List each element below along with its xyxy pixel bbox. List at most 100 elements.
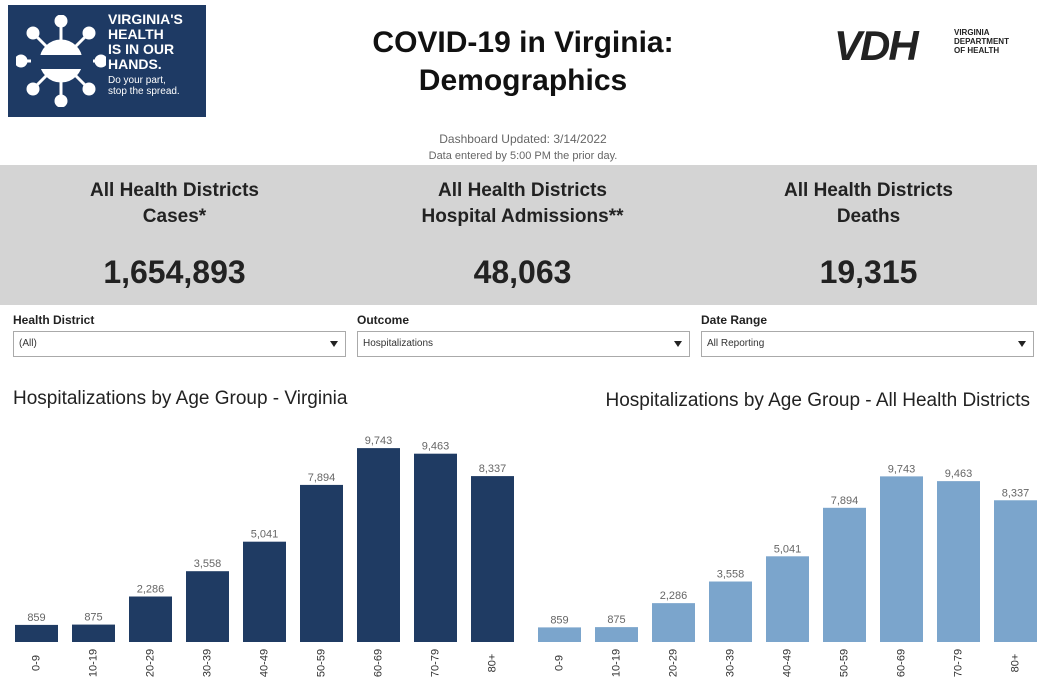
filter: Health District (All) [13, 313, 346, 357]
data-label: 875 [607, 614, 625, 626]
data-label: 9,463 [945, 468, 973, 480]
data-label: 875 [84, 612, 102, 624]
dropdown[interactable]: All Reporting [701, 331, 1034, 357]
data-label: 9,743 [888, 463, 916, 475]
virus-icon [16, 15, 106, 107]
x-tick-label: 50-59 [315, 649, 327, 677]
x-tick-label: 50-59 [838, 649, 850, 677]
kpi-metric: Hospital Admissions** [421, 206, 624, 227]
bar [72, 624, 115, 642]
filter-label: Date Range [701, 313, 768, 327]
dropdown-value: Hospitalizations [363, 338, 434, 349]
data-label: 3,558 [717, 569, 745, 581]
logo-line: VIRGINIA'S [108, 11, 183, 27]
x-tick-label: 30-39 [201, 649, 213, 677]
filter-label: Health District [13, 313, 95, 327]
dropdown-arrow [674, 341, 682, 347]
logo: VIRGINIA'S HEALTH IS IN OUR HANDS. Do yo… [8, 5, 206, 117]
kpi: All Health Districts Hospital Admissions… [350, 178, 695, 291]
dropdown-arrow [1018, 341, 1026, 347]
dropdown-arrow [330, 341, 338, 347]
logo-line: HEALTH [108, 26, 164, 42]
bar [823, 507, 866, 642]
dropdown[interactable]: (All) [13, 331, 346, 357]
data-label: 7,894 [308, 472, 336, 484]
logo-line: HANDS. [108, 56, 162, 72]
x-tick-label: 30-39 [724, 649, 736, 677]
data-label: 2,286 [660, 590, 688, 602]
kpi-value: 1,654,893 [103, 254, 246, 290]
kpi-metric: Cases* [142, 206, 207, 227]
filter: Outcome Hospitalizations [357, 313, 690, 357]
data-label: 5,041 [251, 529, 279, 541]
bar [538, 627, 581, 642]
dropdown[interactable]: Hospitalizations [357, 331, 690, 357]
bar [709, 581, 752, 642]
update-note: Data entered by 5:00 PM the prior day. [428, 150, 618, 162]
kpi-label: All Health Districts [784, 180, 953, 201]
updated: Dashboard Updated: 3/14/2022 [439, 132, 607, 146]
page-title: COVID-19 in Virginia: Demographics [372, 26, 674, 97]
data-label: 8,337 [1002, 487, 1030, 499]
data-label: 8,337 [479, 463, 507, 475]
kpi-metric: Deaths [836, 206, 901, 227]
chart-title: Hospitalizations by Age Group - All Heal… [605, 390, 1030, 411]
kpi-label: All Health Districts [438, 180, 607, 201]
logo-text: VIRGINIA'S HEALTH IS IN OUR HANDS. Do yo… [108, 11, 183, 98]
kpi: All Health Districts Deaths 19,315 [696, 178, 1037, 291]
filter: Date Range All Reporting [701, 313, 1034, 357]
filter-label: Outcome [357, 313, 410, 327]
chart-title: Hospitalizations by Age Group - Virginia [13, 388, 348, 409]
x-tick-label: 0-9 [553, 655, 565, 671]
bar [937, 481, 980, 642]
bar [766, 556, 809, 642]
x-tick-label: 80+ [1009, 654, 1021, 673]
x-tick-label: 40-49 [258, 649, 270, 677]
agency-mark: VDH [834, 22, 919, 69]
data-label: 859 [550, 614, 568, 626]
bar [595, 627, 638, 642]
logo-line: IS IN OUR [108, 41, 175, 57]
bar [880, 476, 923, 642]
data-label: 3,558 [194, 558, 222, 570]
agency-line: OF HEALTH [954, 46, 1000, 55]
data-label: 9,743 [365, 435, 393, 447]
bar [414, 453, 457, 642]
dropdown-value: (All) [19, 338, 37, 349]
x-tick-label: 80+ [486, 654, 498, 673]
agency-name: VIRGINIA DEPARTMENT OF HEALTH [954, 28, 1009, 55]
bar [15, 624, 58, 642]
bar [243, 541, 286, 642]
bar [186, 571, 229, 642]
x-tick-label: 70-79 [429, 649, 441, 677]
bar [994, 500, 1037, 642]
data-label: 7,894 [831, 495, 859, 507]
x-tick-label: 10-19 [87, 649, 99, 677]
x-tick-label: 20-29 [144, 649, 156, 677]
bar [357, 448, 400, 642]
bar [129, 596, 172, 642]
bar [471, 476, 514, 642]
x-tick-label: 60-69 [895, 649, 907, 677]
agency-line: VIRGINIA [954, 28, 990, 37]
kpi: All Health Districts Cases* 1,654,893 [2, 178, 347, 291]
logo-tagline: stop the spread. [108, 86, 180, 97]
kpi-band [0, 165, 1037, 305]
x-tick-label: 0-9 [30, 655, 42, 671]
kpi-label: All Health Districts [90, 180, 259, 201]
bar [300, 484, 343, 642]
x-tick-label: 10-19 [610, 649, 622, 677]
data-label: 5,041 [774, 543, 802, 555]
x-tick-label: 70-79 [952, 649, 964, 677]
bar [652, 603, 695, 642]
logo-tagline: Do your part, [108, 75, 166, 86]
agency-line: DEPARTMENT [954, 37, 1009, 46]
x-tick-label: 60-69 [372, 649, 384, 677]
dropdown-value: All Reporting [707, 338, 765, 349]
data-label: 9,463 [422, 441, 450, 453]
data-label: 2,286 [137, 584, 165, 596]
x-tick-label: 20-29 [667, 649, 679, 677]
kpi-value: 48,063 [473, 254, 572, 290]
